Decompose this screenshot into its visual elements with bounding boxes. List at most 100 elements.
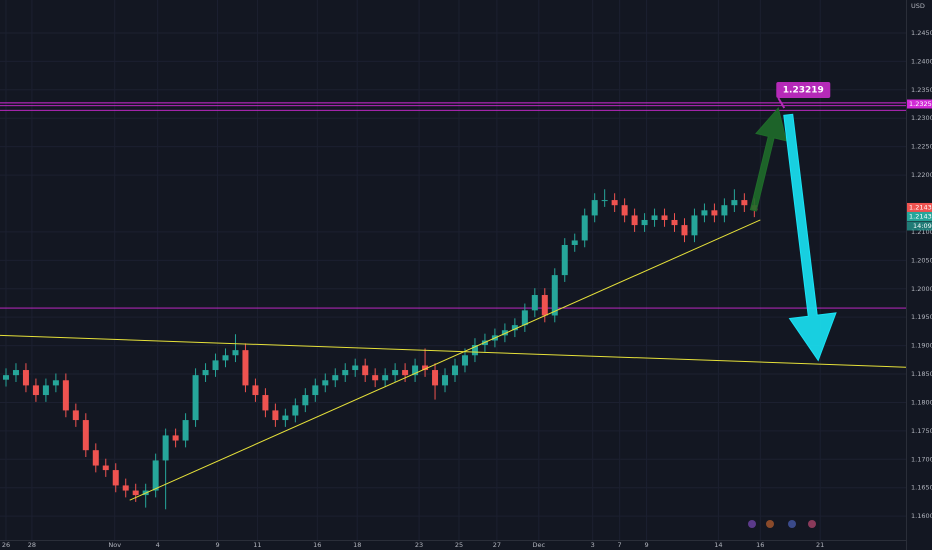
y-tick-label: 1.19500 <box>911 313 932 321</box>
price-label-box <box>907 99 932 109</box>
countdown: 14:09 <box>913 222 932 230</box>
candle-body <box>262 395 269 411</box>
candle-body <box>451 365 458 376</box>
candle-body <box>551 275 558 316</box>
annotation-pointer <box>777 97 786 109</box>
candle-body <box>382 375 389 381</box>
y-tick-label: 1.24000 <box>911 57 932 65</box>
price-label: 1.21430 <box>909 212 932 220</box>
candle-body <box>282 415 289 421</box>
y-tick-label: 1.18500 <box>911 370 932 378</box>
candle-body <box>12 370 19 376</box>
candle-body <box>691 215 698 236</box>
candle-body <box>471 345 478 356</box>
currency: USD <box>911 2 925 10</box>
y-tick-label: 1.22000 <box>911 171 932 179</box>
candle-body <box>352 365 359 371</box>
candle-body <box>501 330 508 336</box>
y-tick-label: 1.23500 <box>911 86 932 94</box>
x-tick-label: 28 <box>28 541 36 549</box>
candle-body <box>2 375 9 380</box>
countdown-box <box>907 221 932 231</box>
candle-body <box>252 385 259 396</box>
candle-body <box>621 205 628 216</box>
arrow <box>749 106 788 212</box>
candle-body <box>442 375 449 386</box>
candle-body <box>62 380 69 411</box>
candle-body <box>22 370 29 386</box>
candle-body <box>571 240 578 245</box>
candle-body <box>342 370 349 376</box>
candle-body <box>302 395 309 406</box>
candle-body <box>681 225 688 236</box>
candle-body <box>202 370 209 376</box>
candle-body <box>82 420 89 451</box>
candle-body <box>362 365 369 376</box>
candle-body <box>392 370 399 376</box>
candle-body <box>461 355 468 366</box>
candle-body <box>511 325 518 331</box>
candle-body <box>152 460 159 491</box>
candle-body <box>521 310 528 326</box>
candle-body <box>402 370 409 376</box>
candle-body <box>292 405 299 416</box>
candle-body <box>741 200 748 206</box>
candle-body <box>162 435 169 461</box>
candle-body <box>701 210 708 216</box>
candle-body <box>432 370 439 386</box>
candle-body <box>172 435 179 441</box>
indicator-icons <box>748 520 816 528</box>
trend-line <box>129 219 761 501</box>
candle-body <box>122 485 129 491</box>
price-label: 1.23250 <box>909 100 932 108</box>
candle-body <box>52 380 59 386</box>
candle-body <box>102 465 109 471</box>
arrow <box>783 113 837 362</box>
candle-body <box>631 215 638 226</box>
candle-body <box>641 219 648 226</box>
x-tick-label: 25 <box>455 541 463 549</box>
candle-body <box>222 355 229 361</box>
grid <box>0 0 906 540</box>
x-tick-label: 16 <box>756 541 764 549</box>
candle-body <box>72 410 79 421</box>
candle-body <box>242 350 249 386</box>
y-tick-label: 1.17000 <box>911 455 932 463</box>
candle-body <box>322 380 329 386</box>
x-tick-label: 7 <box>618 541 622 549</box>
candle-body <box>412 365 419 376</box>
price-label: 1.21430 <box>909 203 932 211</box>
y-tick-label: 1.24500 <box>911 29 932 37</box>
candle-body <box>232 350 239 356</box>
y-tick-label: 1.20500 <box>911 256 932 264</box>
candle-body <box>611 200 618 206</box>
trend-line <box>0 334 907 368</box>
candle-body <box>182 420 189 441</box>
candle-body <box>581 215 588 241</box>
x-tick-label: 21 <box>816 541 824 549</box>
candle-body <box>112 470 119 486</box>
candle-body <box>332 375 339 381</box>
plot: 1.23219 <box>0 82 907 510</box>
candle-body <box>721 205 728 216</box>
y-tick-label: 1.18000 <box>911 398 932 406</box>
x-tick-label: 9 <box>645 541 649 549</box>
price-axis: 1.16000 1.16500 1.17000 1.17500 1.18000 1.185… <box>907 29 932 520</box>
candle-body <box>601 200 608 202</box>
candle-body <box>561 244 568 276</box>
y-tick-label: 1.20000 <box>911 285 932 293</box>
candle-body <box>42 385 49 396</box>
candle-body <box>651 215 658 220</box>
x-tick-label: 27 <box>493 541 501 549</box>
x-tick-label: 18 <box>353 541 361 549</box>
candle-body <box>372 375 379 381</box>
candle-body <box>711 210 718 216</box>
y-tick-label: 1.22500 <box>911 143 932 151</box>
candle-body <box>731 200 738 206</box>
y-tick-label: 1.16500 <box>911 484 932 492</box>
y-tick-label: 1.16000 <box>911 512 932 520</box>
candle-body <box>661 215 668 220</box>
y-tick-label: 1.23000 <box>911 114 932 122</box>
candle-body <box>591 200 598 216</box>
